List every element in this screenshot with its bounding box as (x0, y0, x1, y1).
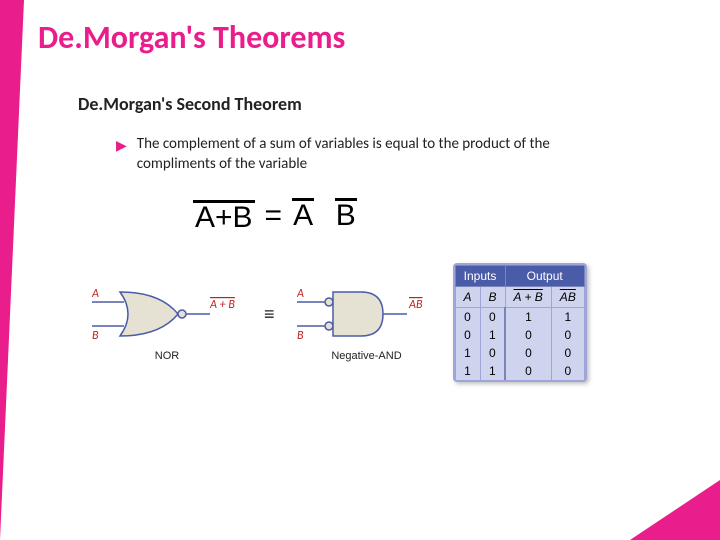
th-a: A (455, 287, 480, 308)
equation: A+B = A B (193, 198, 700, 233)
eq-equals: = (265, 199, 283, 233)
eq-rhs-b: B (335, 198, 357, 231)
accent-triangle-left (0, 0, 24, 540)
bullet-icon: ▶ (116, 137, 127, 154)
nor-input-a: A (92, 287, 99, 301)
th-inputs: Inputs (455, 266, 505, 287)
eq-lhs: A+B (193, 200, 255, 233)
nor-gate: A B A + B NOR (92, 284, 242, 362)
bullet-text: The complement of a sum of variables is … (137, 135, 617, 174)
table-row: 11 00 (455, 362, 584, 380)
diagram-row: A B A + B NOR ≡ A B AB Negative-AND (92, 263, 700, 382)
table-row: 01 00 (455, 326, 584, 344)
page-title: De.Morgan's Theorems (38, 18, 700, 57)
slide-content: De.Morgan's Theorems De.Morgan's Second … (38, 18, 700, 382)
table-row: 00 11 (455, 308, 584, 327)
negative-and-gate: A B AB Negative-AND (297, 284, 437, 362)
negative-and-label: Negative-AND (331, 350, 401, 362)
nor-input-b: B (92, 329, 99, 343)
nor-output: A + B (209, 298, 235, 312)
nand-output: AB (408, 298, 423, 312)
nand-input-a: A (297, 287, 304, 301)
nand-input-b: B (297, 329, 304, 343)
nor-label: NOR (155, 350, 179, 362)
table-row: 10 00 (455, 344, 584, 362)
negative-and-svg: A B AB (297, 284, 437, 344)
eq-rhs-a: A (292, 198, 314, 231)
truth-table: Inputs Output A B A + B AB 00 11 (453, 263, 587, 382)
bullet-item: ▶ The complement of a sum of variables i… (116, 135, 700, 174)
equivalence-symbol: ≡ (264, 304, 275, 325)
th-output: Output (505, 266, 584, 287)
th-nor: A + B (505, 287, 551, 308)
th-b: B (480, 287, 505, 308)
accent-corner-right (630, 480, 720, 540)
sub-title: De.Morgan's Second Theorem (78, 93, 700, 115)
nor-gate-svg: A B A + B (92, 284, 242, 344)
th-nand: AB (551, 287, 584, 308)
